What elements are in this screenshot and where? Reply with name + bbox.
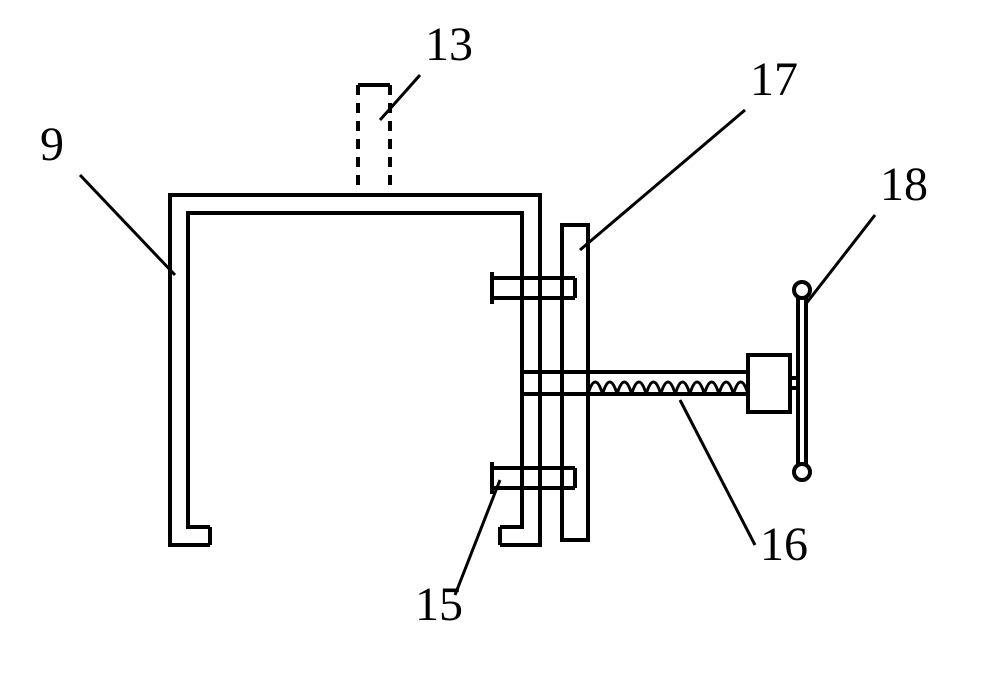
label-16: 16: [760, 518, 808, 571]
handle-ball-top: [794, 282, 810, 298]
label-15: 15: [415, 578, 463, 631]
bracket-inner: [188, 213, 522, 527]
screw-block: [748, 355, 790, 412]
side-plate: [562, 225, 588, 540]
bracket-outer: [170, 195, 540, 545]
label-17: 17: [750, 53, 798, 106]
leader-l13: [380, 75, 420, 120]
leader-l18: [805, 215, 875, 305]
label-9: 9: [40, 118, 64, 171]
leader-l9: [80, 175, 175, 275]
label-13: 13: [425, 18, 473, 71]
leader-l16: [680, 400, 755, 545]
handle-ball-bottom: [794, 464, 810, 480]
label-18: 18: [880, 158, 928, 211]
diagram-canvas: 9 13 17 18 16 15: [0, 0, 1000, 685]
leader-l17: [580, 110, 745, 250]
